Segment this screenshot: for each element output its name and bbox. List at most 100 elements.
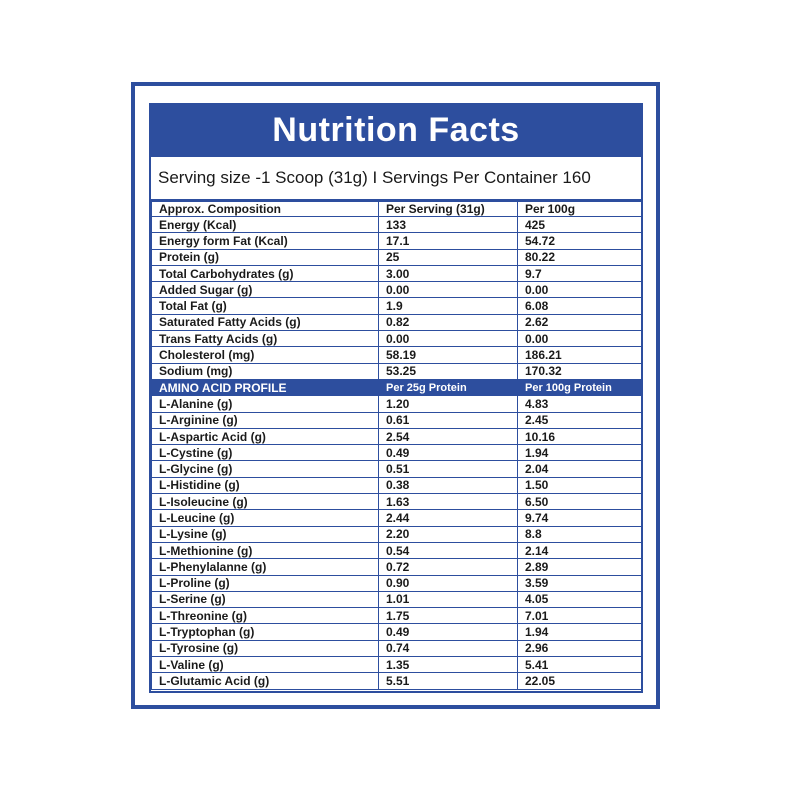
value-per-serving: 0.54 [378,541,518,560]
composition-row: Added Sugar (g) 0.00 0.00 [151,281,642,299]
amino-header-name: AMINO ACID PROFILE [151,378,379,397]
amino-row: L-Glycine (g) 0.51 2.04 [151,460,642,478]
value-per-serving: 2.44 [378,509,518,527]
value-per-100g: 1.94 [517,623,642,641]
amino-row: L-Phenylalanne (g) 0.72 2.89 [151,558,642,576]
value-per-100g: 5.41 [517,656,642,674]
value-per-serving: 25 [378,248,518,266]
amino-row: L-Proline (g) 0.90 3.59 [151,574,642,592]
amino-header-row: AMINO ACID PROFILE Per 25g Protein Per 1… [151,378,642,397]
value-per-100g: 1.50 [517,476,642,495]
value-per-serving: 1.63 [378,493,518,511]
composition-header-name: Approx. Composition [151,201,379,217]
amino-row: L-Leucine (g) 2.44 9.74 [151,509,642,527]
amino-row: L-Methionine (g) 0.54 2.14 [151,541,642,560]
nutrient-name: Sodium (mg) [151,362,379,380]
composition-row: Total Fat (g) 1.9 6.08 [151,297,642,315]
nutrient-name: L-Alanine (g) [151,395,379,413]
value-per-serving: 0.38 [378,476,518,495]
value-per-100g: 170.32 [517,362,642,380]
nutrient-name: L-Lysine (g) [151,525,379,543]
value-per-serving: 1.75 [378,607,518,625]
nutrient-name: L-Isoleucine (g) [151,493,379,511]
value-per-serving: 133 [378,215,518,234]
nutrient-name: L-Tyrosine (g) [151,639,379,658]
value-per-serving: 2.20 [378,525,518,543]
value-per-serving: 1.01 [378,590,518,609]
amino-row: L-Cystine (g) 0.49 1.94 [151,444,642,462]
composition-row: Energy form Fat (Kcal) 17.1 54.72 [151,232,642,250]
nutrient-name: L-Arginine (g) [151,411,379,429]
value-per-serving: 1.35 [378,656,518,674]
value-per-100g: 425 [517,215,642,234]
serving-info: Serving size -1 Scoop (31g) I Servings P… [151,157,641,201]
value-per-100g: 1.94 [517,444,642,462]
value-per-100g: 3.59 [517,574,642,592]
value-per-100g: 10.16 [517,427,642,446]
amino-row: L-Valine (g) 1.35 5.41 [151,656,642,674]
value-per-100g: 0.00 [517,281,642,299]
value-per-serving: 1.9 [378,297,518,315]
amino-row: L-Lysine (g) 2.20 8.8 [151,525,642,543]
nutrient-name: L-Proline (g) [151,574,379,592]
nutrient-name: Total Carbohydrates (g) [151,264,379,283]
amino-row: L-Isoleucine (g) 1.63 6.50 [151,493,642,511]
value-per-serving: 0.82 [378,313,518,332]
value-per-100g: 22.05 [517,672,642,690]
value-per-100g: 6.50 [517,493,642,511]
nutrient-name: L-Leucine (g) [151,509,379,527]
nutrient-name: L-Threonine (g) [151,607,379,625]
value-per-serving: 0.49 [378,444,518,462]
nutrient-name: Total Fat (g) [151,297,379,315]
value-per-serving: 17.1 [378,232,518,250]
amino-rows: L-Alanine (g) 1.20 4.83 L-Arginine (g) 0.61 2… [151,395,642,690]
amino-row: L-Threonine (g) 1.75 7.01 [151,607,642,625]
composition-row: Saturated Fatty Acids (g) 0.82 2.62 [151,313,642,332]
composition-row: Total Carbohydrates (g) 3.00 9.7 [151,264,642,283]
value-per-100g: 186.21 [517,346,642,364]
composition-rows: Energy (Kcal) 133 425 Energy form Fat (Kcal… [151,215,642,380]
value-per-serving: 0.72 [378,558,518,576]
composition-header-per-serving: Per Serving (31g) [378,201,518,217]
amino-header-per-25g: Per 25g Protein [378,378,518,397]
value-per-serving: 53.25 [378,362,518,380]
amino-header-per-100g: Per 100g Protein [517,378,642,397]
value-per-100g: 7.01 [517,607,642,625]
nutrient-name: Trans Fatty Acids (g) [151,330,379,348]
nutrient-name: L-Aspartic Acid (g) [151,427,379,446]
composition-header-per-100g: Per 100g [517,201,642,217]
value-per-100g: 8.8 [517,525,642,543]
amino-row: L-Alanine (g) 1.20 4.83 [151,395,642,413]
value-per-100g: 4.05 [517,590,642,609]
value-per-100g: 2.14 [517,541,642,560]
value-per-serving: 58.19 [378,346,518,364]
nutrient-name: L-Tryptophan (g) [151,623,379,641]
nutrient-name: L-Glutamic Acid (g) [151,672,379,690]
nutrient-name: Saturated Fatty Acids (g) [151,313,379,332]
value-per-100g: 4.83 [517,395,642,413]
value-per-serving: 0.49 [378,623,518,641]
nutrient-name: L-Valine (g) [151,656,379,674]
nutrient-name: Cholesterol (mg) [151,346,379,364]
amino-row: L-Tryptophan (g) 0.49 1.94 [151,623,642,641]
nutrition-facts-title: Nutrition Facts [151,105,641,157]
value-per-100g: 2.96 [517,639,642,658]
value-per-serving: 2.54 [378,427,518,446]
amino-row: L-Aspartic Acid (g) 2.54 10.16 [151,427,642,446]
value-per-100g: 9.74 [517,509,642,527]
label-outer-frame: Nutrition Facts Serving size -1 Scoop (3… [131,82,660,709]
composition-header-row: Approx. Composition Per Serving (31g) Pe… [151,201,642,217]
nutrition-facts-panel: Nutrition Facts Serving size -1 Scoop (3… [149,103,643,693]
value-per-100g: 6.08 [517,297,642,315]
nutrient-name: Protein (g) [151,248,379,266]
nutrient-name: Added Sugar (g) [151,281,379,299]
amino-row: L-Glutamic Acid (g) 5.51 22.05 [151,672,642,690]
value-per-100g: 80.22 [517,248,642,266]
nutrient-name: L-Cystine (g) [151,444,379,462]
value-per-100g: 54.72 [517,232,642,250]
amino-row: L-Tyrosine (g) 0.74 2.96 [151,639,642,658]
nutrient-name: L-Serine (g) [151,590,379,609]
value-per-100g: 2.62 [517,313,642,332]
amino-row: L-Histidine (g) 0.38 1.50 [151,476,642,495]
value-per-100g: 0.00 [517,330,642,348]
